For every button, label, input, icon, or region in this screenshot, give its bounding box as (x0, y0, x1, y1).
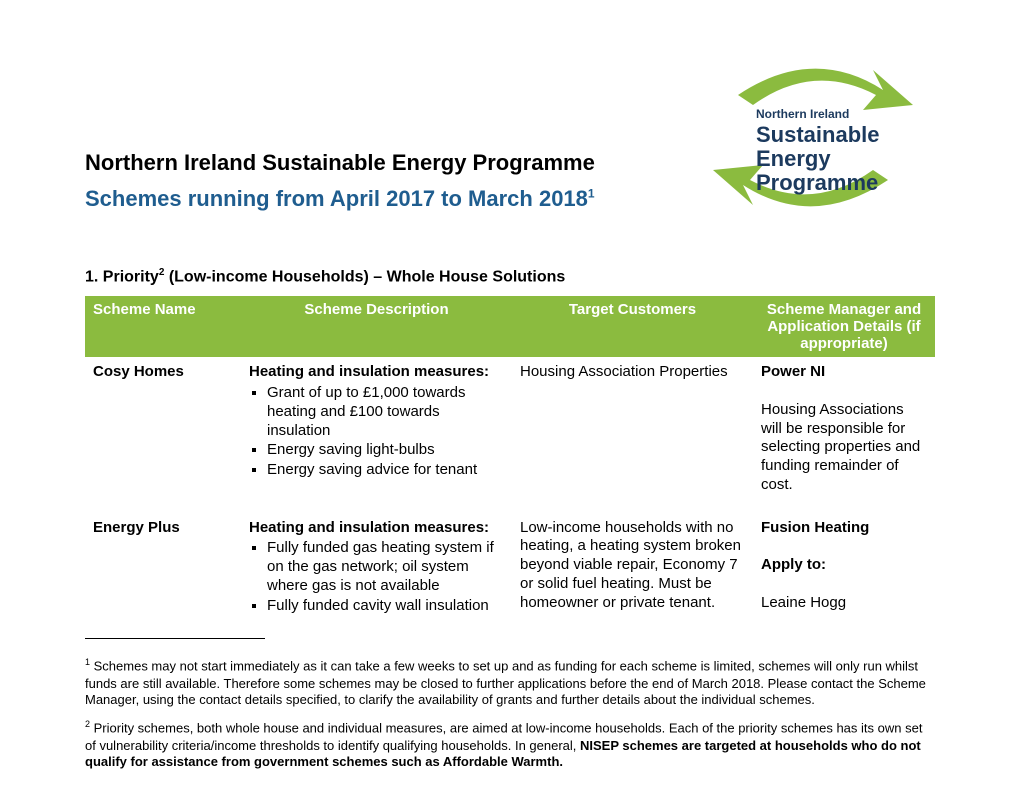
footnote-separator (85, 638, 265, 639)
manager-extra: Leaine Hogg (761, 594, 927, 613)
scheme-manager-cell: Power NI Housing Associations will be re… (753, 357, 935, 504)
scheme-description-cell: Heating and insulation measures: Grant o… (241, 357, 512, 504)
manager-extra: Housing Associations will be responsible… (761, 401, 927, 495)
footnote-1-text: Schemes may not start immediately as it … (85, 659, 926, 708)
section-prefix: 1. Priority (85, 268, 159, 285)
manager-name: Power NI (761, 363, 927, 382)
col-scheme-description: Scheme Description (241, 296, 512, 357)
subtitle-footnote-ref: 1 (588, 187, 595, 201)
col-scheme-name: Scheme Name (85, 296, 241, 357)
desc-item: Grant of up to £1,000 towards heating an… (267, 384, 504, 440)
programme-logo: Northern Ireland Sustainable Energy Prog… (698, 50, 928, 225)
col-scheme-manager: Scheme Manager and Application Details (… (753, 296, 935, 357)
table-row: Cosy Homes Heating and insulation measur… (85, 357, 935, 504)
scheme-name-cell: Energy Plus (85, 505, 241, 627)
scheme-manager-cell: Fusion Heating Apply to: Leaine Hogg (753, 505, 935, 627)
table-header-row: Scheme Name Scheme Description Target Cu… (85, 296, 935, 357)
section-suffix: (Low-income Households) – Whole House So… (164, 268, 565, 285)
manager-apply-label: Apply to: (761, 556, 927, 575)
footnotes: 1 Schemes may not start immediately as i… (85, 657, 935, 771)
subtitle-text: Schemes running from April 2017 to March… (85, 186, 588, 211)
target-customers-cell: Housing Association Properties (512, 357, 753, 504)
logo-text-line3: Programme (756, 170, 878, 195)
scheme-name-cell: Cosy Homes (85, 357, 241, 504)
desc-title: Heating and insulation measures: (249, 363, 489, 380)
logo-text-line2: Energy (756, 146, 831, 171)
target-customers-cell: Low-income households with no heating, a… (512, 505, 753, 627)
desc-item: Energy saving light-bulbs (267, 441, 504, 460)
manager-name: Fusion Heating (761, 519, 927, 538)
schemes-table: Scheme Name Scheme Description Target Cu… (85, 296, 935, 626)
logo-text-line1: Sustainable (756, 122, 879, 147)
desc-item: Energy saving advice for tenant (267, 461, 504, 480)
document-page: Northern Ireland Sustainable Energy Prog… (0, 0, 1020, 771)
logo-text-small: Northern Ireland (756, 107, 849, 121)
desc-list: Fully funded gas heating system if on th… (249, 539, 504, 615)
section-heading: 1. Priority2 (Low-income Households) – W… (85, 267, 935, 286)
desc-item: Fully funded cavity wall insulation (267, 597, 504, 616)
desc-item: Fully funded gas heating system if on th… (267, 539, 504, 595)
table-row: Energy Plus Heating and insulation measu… (85, 505, 935, 627)
col-target-customers: Target Customers (512, 296, 753, 357)
scheme-description-cell: Heating and insulation measures: Fully f… (241, 505, 512, 627)
footnote-2: 2 Priority schemes, both whole house and… (85, 719, 935, 771)
desc-title: Heating and insulation measures: (249, 519, 489, 536)
desc-list: Grant of up to £1,000 towards heating an… (249, 384, 504, 480)
footnote-1: 1 Schemes may not start immediately as i… (85, 657, 935, 709)
